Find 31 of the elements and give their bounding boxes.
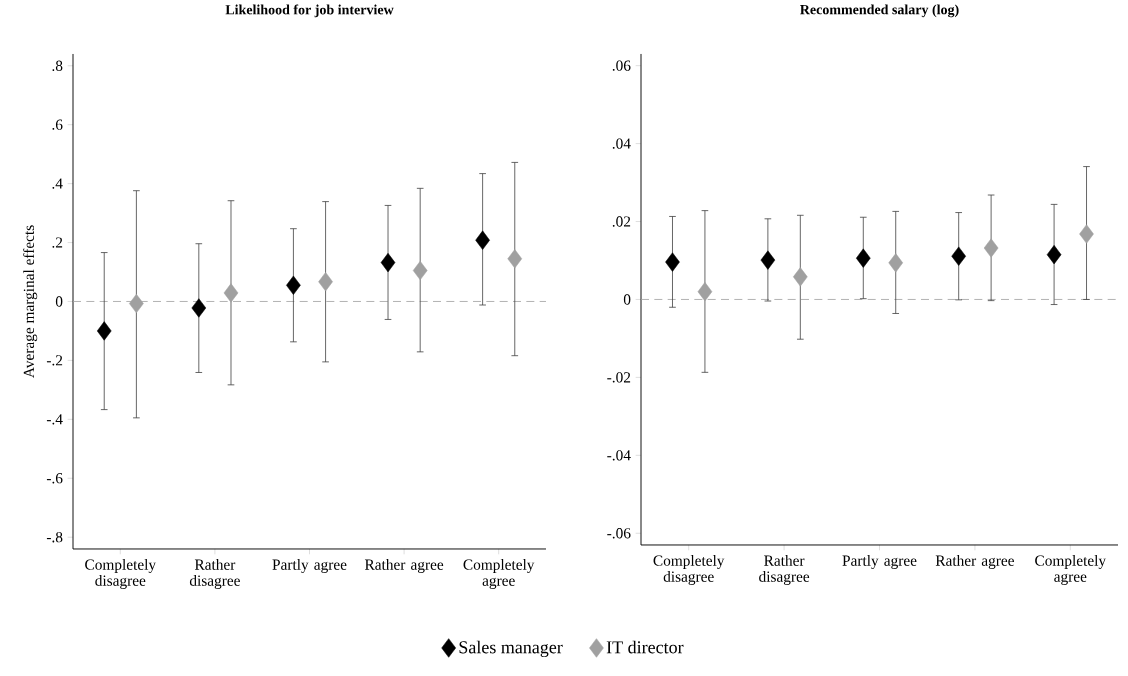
y-tick-label: 0: [623, 294, 631, 305]
x-tick-label: Rather agree: [364, 559, 444, 573]
y-tick-label: .4: [52, 178, 63, 189]
y-tick-label: -.6: [46, 473, 63, 484]
y-tick-label: -.06: [607, 528, 631, 539]
chart-title: Recommended salary (log): [800, 4, 959, 18]
x-tick-label: Partly agree: [842, 555, 917, 569]
y-tick-label: .8: [52, 60, 63, 71]
y-tick-label: -.8: [46, 532, 63, 543]
x-tick-label: Completely disagree: [85, 559, 157, 589]
x-tick-label: Partly agree: [272, 559, 347, 573]
x-tick-label: Rather agree: [935, 555, 1014, 569]
y-tick-label: .02: [612, 216, 631, 227]
y-tick-label: -.2: [46, 355, 63, 366]
x-tick-label: Completely agree: [1035, 555, 1107, 585]
y-tick-label: .6: [52, 119, 63, 130]
x-tick-label: Rather disagree: [189, 559, 240, 589]
x-tick-label: Completely disagree: [653, 555, 725, 585]
x-tick-label: Rather disagree: [759, 555, 810, 585]
y-tick-label: .2: [52, 237, 63, 248]
y-tick-label: 0: [55, 296, 63, 307]
chart-title: Likelihood for job interview: [225, 4, 394, 18]
y-tick-label: -.02: [607, 372, 631, 383]
legend-label: IT director: [606, 640, 684, 654]
y-axis-title: Average marginal effects: [23, 225, 38, 378]
y-tick-label: -.4: [46, 414, 63, 425]
y-tick-label: -.04: [607, 450, 631, 461]
y-tick-label: .06: [612, 60, 631, 71]
legend-label: Sales manager: [459, 640, 563, 658]
y-tick-label: .04: [612, 138, 631, 149]
x-tick-label: Completely agree: [463, 559, 535, 589]
